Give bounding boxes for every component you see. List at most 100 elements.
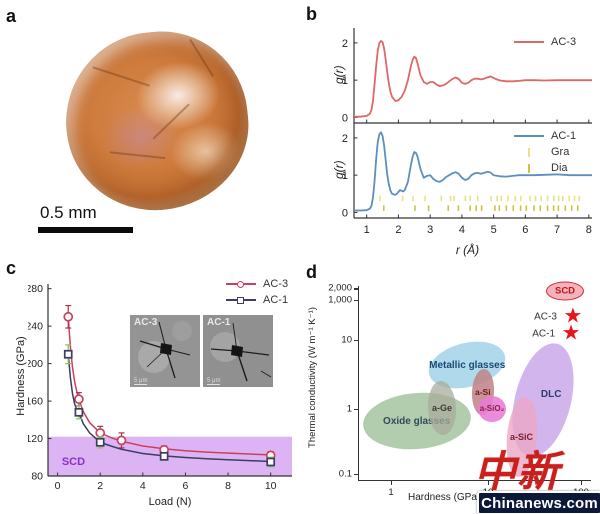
scd-band-label: SCD bbox=[62, 456, 85, 468]
y-tick bbox=[354, 299, 359, 302]
svg-text:120: 120 bbox=[28, 433, 43, 445]
panel-d-letter: d bbox=[306, 262, 317, 282]
legend-label: AC-1 bbox=[551, 130, 577, 142]
svg-text:8: 8 bbox=[586, 224, 592, 236]
svg-text:0: 0 bbox=[342, 112, 348, 124]
svg-text:1: 1 bbox=[342, 170, 348, 182]
ac3-line-swatch bbox=[226, 280, 256, 288]
load-x-axis-label: Load (N) bbox=[148, 496, 192, 508]
svg-text:5: 5 bbox=[491, 224, 497, 236]
point-AC-3 bbox=[63, 311, 74, 322]
indentation-inset-ac1: AC-1 5 μm bbox=[203, 315, 273, 387]
y-tick-label: 2,000 bbox=[328, 282, 352, 294]
legend-label: Dia bbox=[551, 162, 568, 174]
svg-text:4: 4 bbox=[459, 224, 465, 236]
legend-entry-gra: Gra bbox=[514, 144, 576, 160]
scale-bar-label: 0.5 mm bbox=[40, 203, 97, 222]
y-tick-label: 1 bbox=[346, 403, 352, 415]
chinanews-logo-en: Chinanews.com bbox=[477, 491, 600, 514]
rdf-top-y-axis-label: g(r) bbox=[332, 65, 346, 84]
indentation-inset-ac3: AC-3 5 μm bbox=[130, 315, 200, 387]
point-AC-1 bbox=[74, 407, 84, 417]
svg-text:1: 1 bbox=[342, 75, 348, 87]
inset-scale-bar: 5 μm bbox=[207, 378, 221, 385]
svg-text:240: 240 bbox=[28, 321, 43, 333]
svg-text:7: 7 bbox=[554, 224, 560, 236]
star-marker-AC-1: ★ bbox=[561, 321, 581, 345]
scale-bar bbox=[38, 227, 133, 233]
hardness-x-axis-label-d: Hardness (GPa) bbox=[408, 492, 481, 503]
specimen-crack bbox=[92, 66, 150, 87]
hardness-legend: AC-3 AC-1 bbox=[226, 276, 288, 308]
svg-text:160: 160 bbox=[28, 396, 43, 408]
region-a-SiO₂: a-SiO₂ bbox=[477, 395, 506, 422]
x-tick bbox=[487, 480, 490, 485]
svg-text:2: 2 bbox=[395, 224, 401, 236]
ac1-line-swatch bbox=[514, 135, 544, 137]
curve-AC-1 bbox=[354, 131, 592, 212]
point-AC-1 bbox=[95, 437, 105, 447]
x-tick bbox=[391, 480, 393, 485]
specimen-crack bbox=[109, 151, 166, 160]
ac1-line-swatch bbox=[226, 296, 256, 304]
legend-entry-ac1: AC-1 bbox=[226, 292, 288, 308]
curve-AC-3 bbox=[354, 40, 592, 118]
square-marker-icon bbox=[237, 296, 244, 304]
panel-c-letter: c bbox=[6, 258, 17, 278]
specimen-photo bbox=[57, 22, 257, 220]
legend-entry-dia: Dia bbox=[514, 160, 576, 176]
fit-AC-3 bbox=[67, 316, 271, 456]
svg-text:200: 200 bbox=[28, 358, 43, 370]
legend-entry-ac3: AC-3 bbox=[226, 276, 288, 292]
point-AC-1 bbox=[159, 451, 169, 461]
y-tick-label: 0.1 bbox=[338, 468, 352, 480]
indentation-micrograph bbox=[130, 315, 200, 387]
panel-a-letter: a bbox=[6, 6, 17, 26]
svg-text:280: 280 bbox=[28, 283, 43, 295]
star-label: AC-3 bbox=[534, 311, 557, 323]
conductivity-y-axis-label: Thermal conductivity (W m⁻¹ K⁻¹) bbox=[307, 307, 318, 448]
fit-AC-1 bbox=[67, 354, 271, 463]
svg-text:6: 6 bbox=[522, 224, 528, 236]
gra-tick-swatch bbox=[528, 147, 530, 157]
specimen-crack bbox=[189, 38, 215, 78]
dia-tick-swatch bbox=[528, 163, 530, 173]
region-label: Metallic glasses bbox=[429, 359, 506, 371]
inset-scale-bar: 5 μm bbox=[134, 378, 148, 385]
legend-label: AC-1 bbox=[263, 294, 289, 306]
indentation-micrograph bbox=[203, 315, 273, 387]
point-AC-1 bbox=[63, 349, 73, 359]
legend-label: AC-3 bbox=[551, 36, 577, 48]
region-label: a-SiO₂ bbox=[479, 404, 505, 414]
svg-text:2: 2 bbox=[97, 480, 103, 492]
point-AC-3 bbox=[74, 394, 84, 405]
rdf-x-axis-label: r (Å) bbox=[455, 243, 480, 257]
legend-label: AC-3 bbox=[263, 278, 289, 290]
y-tick bbox=[354, 408, 359, 411]
x-tick-label: 1 bbox=[388, 487, 394, 498]
region-Oxide glasses: Oxide glasses bbox=[360, 388, 474, 454]
rdf-chart: 0 1 2 0 1 2 1 2 3 4 5 6 7 8 bbox=[342, 28, 592, 236]
svg-text:0: 0 bbox=[55, 480, 61, 492]
star-label: AC-1 bbox=[532, 328, 556, 340]
star-marker-AC-3: ★ bbox=[563, 304, 583, 328]
point-AC-3 bbox=[95, 428, 106, 438]
y-tick-label: 1,000 bbox=[328, 294, 352, 306]
point-SCD: SCD bbox=[546, 281, 585, 301]
svg-text:8: 8 bbox=[225, 480, 231, 492]
ac3-line-swatch bbox=[514, 41, 544, 43]
svg-text:3: 3 bbox=[427, 224, 433, 236]
region-label: a-Ge bbox=[432, 403, 453, 414]
legend-label: Gra bbox=[551, 146, 570, 158]
panel-b-letter: b bbox=[306, 4, 317, 24]
hardness-load-chart: 80 120 160 200 240 280 0 2 4 6 8 10 SCD bbox=[28, 283, 292, 492]
rdf-bottom-legend: AC-1 Gra Dia bbox=[514, 128, 576, 176]
point-AC-3 bbox=[116, 435, 127, 446]
svg-text:1: 1 bbox=[364, 224, 370, 236]
rdf-top-legend: AC-3 bbox=[514, 34, 576, 50]
y-tick-label: 10 bbox=[341, 334, 352, 346]
rdf-bottom-y-axis-label: g(r) bbox=[332, 160, 346, 179]
svg-text:2: 2 bbox=[342, 133, 348, 145]
